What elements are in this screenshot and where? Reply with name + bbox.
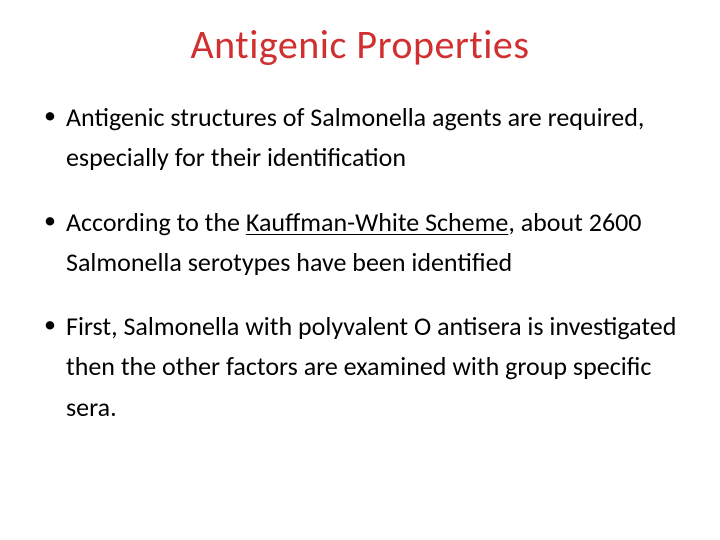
slide: Antigenic Properties Antigenic structure… — [0, 0, 720, 540]
bullet-list: Antigenic structures of Salmonella agent… — [40, 97, 680, 427]
bullet-item: According to the Kauffman-White Scheme, … — [40, 202, 680, 283]
bullet-text-pre: Antigenic structures of Salmonella agent… — [66, 101, 644, 173]
bullet-item: Antigenic structures of Salmonella agent… — [40, 97, 680, 178]
slide-title: Antigenic Properties — [40, 20, 680, 69]
bullet-text-pre: First, Salmonella with polyvalent O anti… — [66, 310, 676, 423]
bullet-text-underline: Kauffman-White Scheme — [246, 206, 508, 238]
bullet-item: First, Salmonella with polyvalent O anti… — [40, 306, 680, 427]
bullet-text-pre: According to the — [66, 206, 246, 238]
